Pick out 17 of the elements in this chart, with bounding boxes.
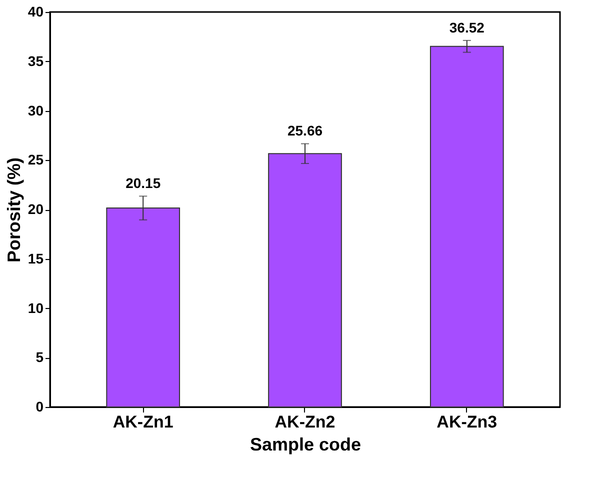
y-tick-label: 0 — [36, 398, 44, 414]
y-tick-label: 10 — [28, 300, 44, 316]
data-label: 20.15 — [126, 175, 161, 192]
y-tick-label: 30 — [28, 102, 44, 118]
x-tick-label: AK-Zn1 — [112, 412, 174, 432]
data-label: 36.52 — [449, 19, 485, 36]
y-axis-title: Porosity (%) — [4, 157, 24, 263]
x-tick-label: AK-Zn2 — [274, 412, 336, 432]
y-tick-label: 40 — [28, 4, 44, 20]
y-tick-label: 5 — [36, 349, 44, 366]
y-tick-label: 25 — [28, 152, 44, 168]
x-tick-label: AK-Zn3 — [436, 412, 498, 432]
x-axis-title: Sample code — [250, 434, 362, 454]
y-tick-label: 20 — [28, 201, 44, 217]
y-tick-label: 35 — [28, 52, 44, 69]
y-tick-label: 15 — [28, 250, 44, 266]
data-label: 25.66 — [287, 122, 323, 139]
